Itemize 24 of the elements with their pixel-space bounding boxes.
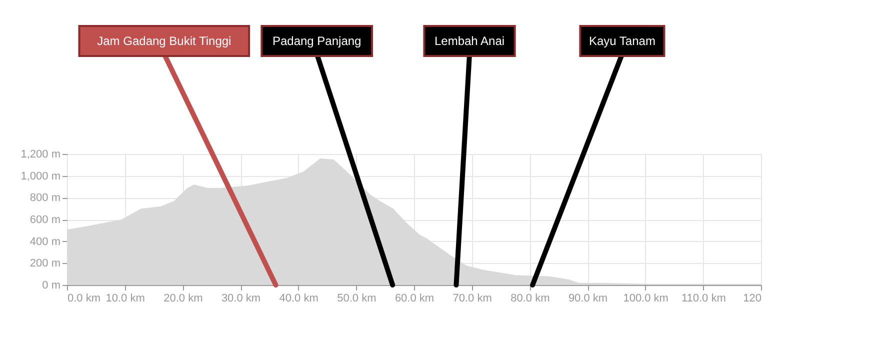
annotation: Lembah Anai bbox=[434, 34, 505, 48]
annotation: Padang Panjang bbox=[272, 34, 362, 48]
x-tick-label: 50.0 km bbox=[337, 292, 376, 304]
annotation: Jam Gadang Bukit Tinggi bbox=[97, 34, 232, 48]
x-tick-label: 100.0 km bbox=[623, 292, 668, 304]
y-tick-label: 200 m bbox=[30, 258, 60, 270]
x-tick-label: 0.0 km bbox=[68, 292, 101, 304]
x-tick-label: 70.0 km bbox=[452, 292, 492, 304]
y-tick-label: 1,000 m bbox=[20, 170, 60, 182]
x-tick-label: 10.0 km bbox=[106, 292, 145, 304]
x-tick-label: 40.0 km bbox=[279, 292, 318, 304]
x-tick-label: 20.0 km bbox=[164, 292, 203, 304]
x-tick-label: 60.0 km bbox=[394, 292, 434, 304]
y-tick-label: 800 m bbox=[30, 192, 60, 204]
annotation: Kayu Tanam bbox=[588, 34, 656, 48]
x-tick-label: 80.0 km bbox=[510, 292, 550, 304]
y-tick-label: 600 m bbox=[30, 214, 60, 226]
y-tick-label: 1,200 m bbox=[20, 148, 60, 160]
y-tick-label: 400 m bbox=[30, 236, 60, 248]
x-tick-label: 30.0 km bbox=[221, 292, 261, 304]
x-tick-label: 90.0 km bbox=[568, 292, 608, 304]
y-tick-label: 0 m bbox=[42, 280, 60, 292]
x-tick-label: 120 bbox=[743, 292, 762, 304]
x-tick-label: 110.0 km bbox=[681, 292, 726, 304]
